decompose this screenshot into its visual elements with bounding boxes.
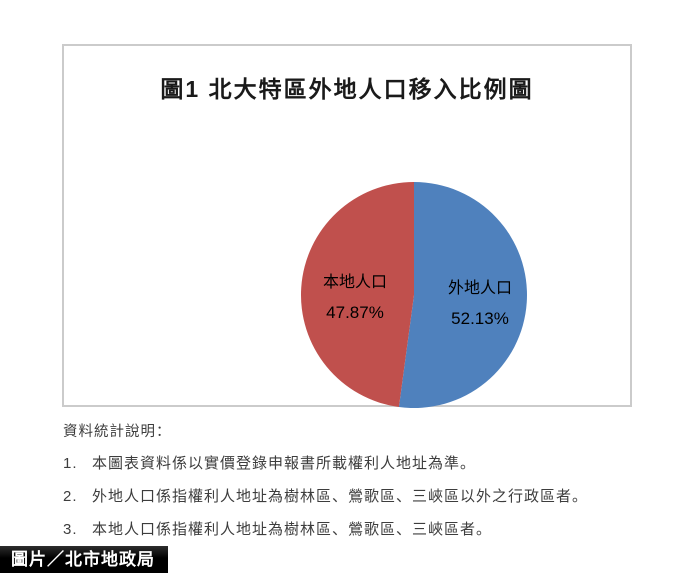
note-number: 1. xyxy=(63,455,78,472)
note-item-1: 1. 本圖表資料係以實價登錄申報書所載權利人地址為準。 xyxy=(63,454,643,473)
note-text: 外地人口係指權利人地址為樹林區、鶯歌區、三峽區以外之行政區者。 xyxy=(92,488,589,505)
chart-title: 圖1 北大特區外地人口移入比例圖 xyxy=(160,76,534,102)
pie-label-local-value: 47.87% xyxy=(326,303,384,322)
pie-slice-0 xyxy=(398,182,527,408)
chart-box: 圖1 北大特區外地人口移入比例圖 外地人口 52.13% 本地人口 47.87% xyxy=(62,44,632,408)
note-number: 2. xyxy=(63,488,78,505)
note-item-2: 2. 外地人口係指權利人地址為樹林區、鶯歌區、三峽區以外之行政區者。 xyxy=(63,487,643,506)
pie-label-local: 本地人口 47.87% xyxy=(299,268,411,328)
pie-label-local-name: 本地人口 xyxy=(322,274,387,291)
notes-heading: 資料統計說明： xyxy=(63,424,172,440)
pie-chart xyxy=(300,182,527,408)
pie-label-outside-value: 52.13% xyxy=(451,309,509,328)
note-text: 本圖表資料係以實價登錄申報書所載權利人地址為準。 xyxy=(92,455,477,472)
pie-label-outside: 外地人口 52.13% xyxy=(424,274,536,334)
notes-section: 資料統計說明： 1. 本圖表資料係以實價登錄申報書所載權利人地址為準。 2. 外地人口… xyxy=(63,420,643,553)
pie-slice-1 xyxy=(300,182,414,407)
pie-label-outside-name: 外地人口 xyxy=(447,280,512,297)
notes-list: 1. 本圖表資料係以實價登錄申報書所載權利人地址為準。 2. 外地人口係指權利人地址為… xyxy=(63,454,643,539)
note-item-3: 3. 本地人口係指權利人地址為樹林區、鶯歌區、三峽區者。 xyxy=(63,520,643,539)
note-number: 3. xyxy=(63,521,78,538)
credit-badge: 圖片／北市地政局 xyxy=(0,546,168,573)
note-text: 本地人口係指權利人地址為樹林區、鶯歌區、三峽區者。 xyxy=(92,521,493,538)
